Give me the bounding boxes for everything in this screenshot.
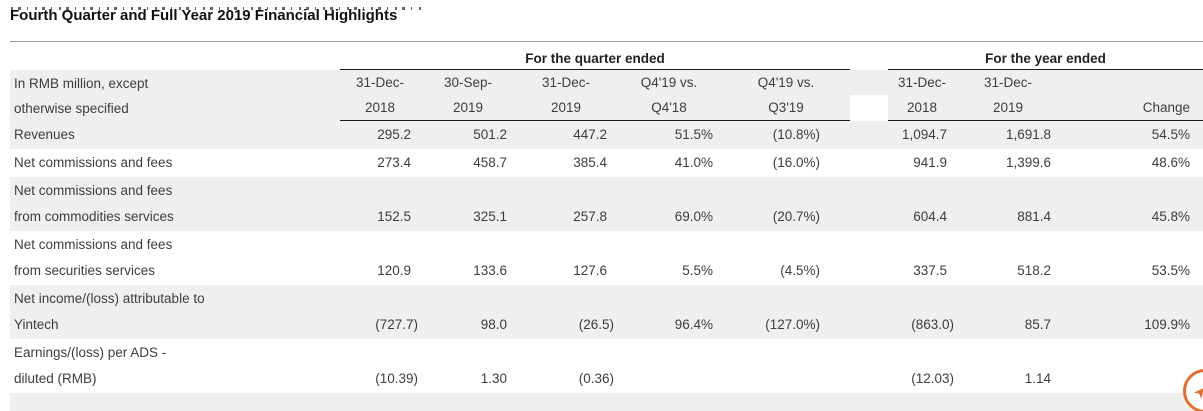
table-row: Net commissions and fees from securities…: [10, 231, 1203, 285]
cell-value: (4.5%): [722, 231, 851, 285]
cell-value: (26.5): [516, 285, 616, 339]
section-gap-cell: [850, 177, 889, 231]
arrow-up-icon: ➤: [1190, 382, 1203, 403]
cell-value: 120.9: [340, 231, 420, 285]
cell-value: 881.4: [956, 177, 1061, 231]
cell-value: 1,691.8: [956, 120, 1061, 149]
cutoff-row-cell: [10, 393, 1203, 411]
cell-value: 5.5%: [616, 231, 722, 285]
cell-value: 85.7: [956, 285, 1061, 339]
cell-value: (10.8%): [722, 120, 851, 149]
cell-value: 54.5%: [1060, 120, 1203, 149]
col-header-change: Change: [1060, 69, 1203, 121]
cell-value: 69.0%: [616, 177, 722, 231]
cell-value: 1.14: [956, 339, 1061, 393]
cell-value: (127.0%): [722, 285, 851, 339]
row-label: Net commissions and fees: [10, 149, 340, 177]
table-row: Earnings/(loss) per ADS - diluted (RMB)(…: [10, 339, 1203, 393]
cell-value: 127.6: [516, 231, 616, 285]
table-row: Revenues 295.2 501.2 447.2 51.5% (10.8%) 1,094…: [10, 120, 1203, 149]
year-section-header: For the year ended: [888, 41, 1203, 70]
row-label: Revenues: [10, 120, 340, 149]
table-row: Net commissions and fees 273.4 458.7 385.4 4…: [10, 149, 1203, 177]
section-gap-cell: [850, 120, 889, 149]
cell-value: 152.5: [340, 177, 420, 231]
cell-value: [722, 339, 851, 393]
section-gap-cell: [850, 149, 889, 177]
page-title: Fourth Quarter and Full Year 2019 Financ…: [10, 7, 398, 24]
table-row: Net commissions and fees from commoditie…: [10, 177, 1203, 231]
section-header-row: For the quarter ended For the year ended: [10, 41, 1203, 70]
section-header-spacer: [10, 41, 340, 70]
section-gap-cell: [850, 69, 889, 121]
row-label: Net commissions and fees from commoditie…: [10, 177, 340, 231]
cell-value: 385.4: [516, 149, 616, 177]
column-header-row: In RMB million, except otherwise specifi…: [10, 69, 1203, 121]
col-header-31dec2018: 31-Dec- 2018: [340, 69, 420, 121]
cell-value: 96.4%: [616, 285, 722, 339]
cell-value: 325.1: [420, 177, 516, 231]
cell-value: 133.6: [420, 231, 516, 285]
unit-note: In RMB million, except otherwise specifi…: [10, 69, 340, 121]
cell-value: 604.4: [888, 177, 957, 231]
row-label: Net commissions and fees from securities…: [10, 231, 340, 285]
cell-value: (10.39): [340, 339, 420, 393]
cell-value: 941.9: [888, 149, 957, 177]
cell-value: (16.0%): [722, 149, 851, 177]
col-header-q419-vs-q319: Q4'19 vs. Q3'19: [722, 69, 851, 121]
cell-value: 257.8: [516, 177, 616, 231]
section-gap-cell: [850, 285, 889, 339]
cell-value: 53.5%: [1060, 231, 1203, 285]
cutoff-text-fragments: [11, 7, 426, 10]
cell-value: (727.7): [340, 285, 420, 339]
cell-value: 109.9%: [1060, 285, 1203, 339]
col-header-year-31dec2018: 31-Dec- 2018: [888, 69, 957, 121]
section-gap-cell: [850, 339, 889, 393]
cell-value: 41.0%: [616, 149, 722, 177]
cell-value: (20.7%): [722, 177, 851, 231]
section-gap: [850, 41, 889, 70]
table-row: Net income/(loss) attributable to Yintec…: [10, 285, 1203, 339]
cutoff-row: [10, 393, 1203, 411]
cell-value: 1,094.7: [888, 120, 957, 149]
cell-value: 1.30: [420, 339, 516, 393]
cell-value: 48.6%: [1060, 149, 1203, 177]
row-label: Earnings/(loss) per ADS - diluted (RMB): [10, 339, 340, 393]
financial-highlights-table: For the quarter ended For the year ended…: [10, 41, 1203, 411]
cell-value: 337.5: [888, 231, 957, 285]
cell-value: 295.2: [340, 120, 420, 149]
cell-value: (863.0): [888, 285, 957, 339]
cell-value: 1,399.6: [956, 149, 1061, 177]
cell-value: [616, 339, 722, 393]
col-header-year-31dec2019: 31-Dec- 2019: [956, 69, 1061, 121]
cell-value: 518.2: [956, 231, 1061, 285]
cell-value: (0.36): [516, 339, 616, 393]
col-header-31dec2019: 31-Dec- 2019: [516, 69, 616, 121]
cell-value: 447.2: [516, 120, 616, 149]
cell-value: 98.0: [420, 285, 516, 339]
cell-value: 273.4: [340, 149, 420, 177]
cell-value: 51.5%: [616, 120, 722, 149]
row-label: Net income/(loss) attributable to Yintec…: [10, 285, 340, 339]
cell-value: 458.7: [420, 149, 516, 177]
quarter-section-header: For the quarter ended: [340, 41, 851, 70]
cell-value: [1060, 339, 1203, 393]
section-gap-cell: [850, 231, 889, 285]
cell-value: (12.03): [888, 339, 957, 393]
col-header-q419-vs-q418: Q4'19 vs. Q4'18: [616, 69, 722, 121]
cell-value: 45.8%: [1060, 177, 1203, 231]
col-header-30sep2019: 30-Sep- 2019: [420, 69, 516, 121]
cell-value: 501.2: [420, 120, 516, 149]
